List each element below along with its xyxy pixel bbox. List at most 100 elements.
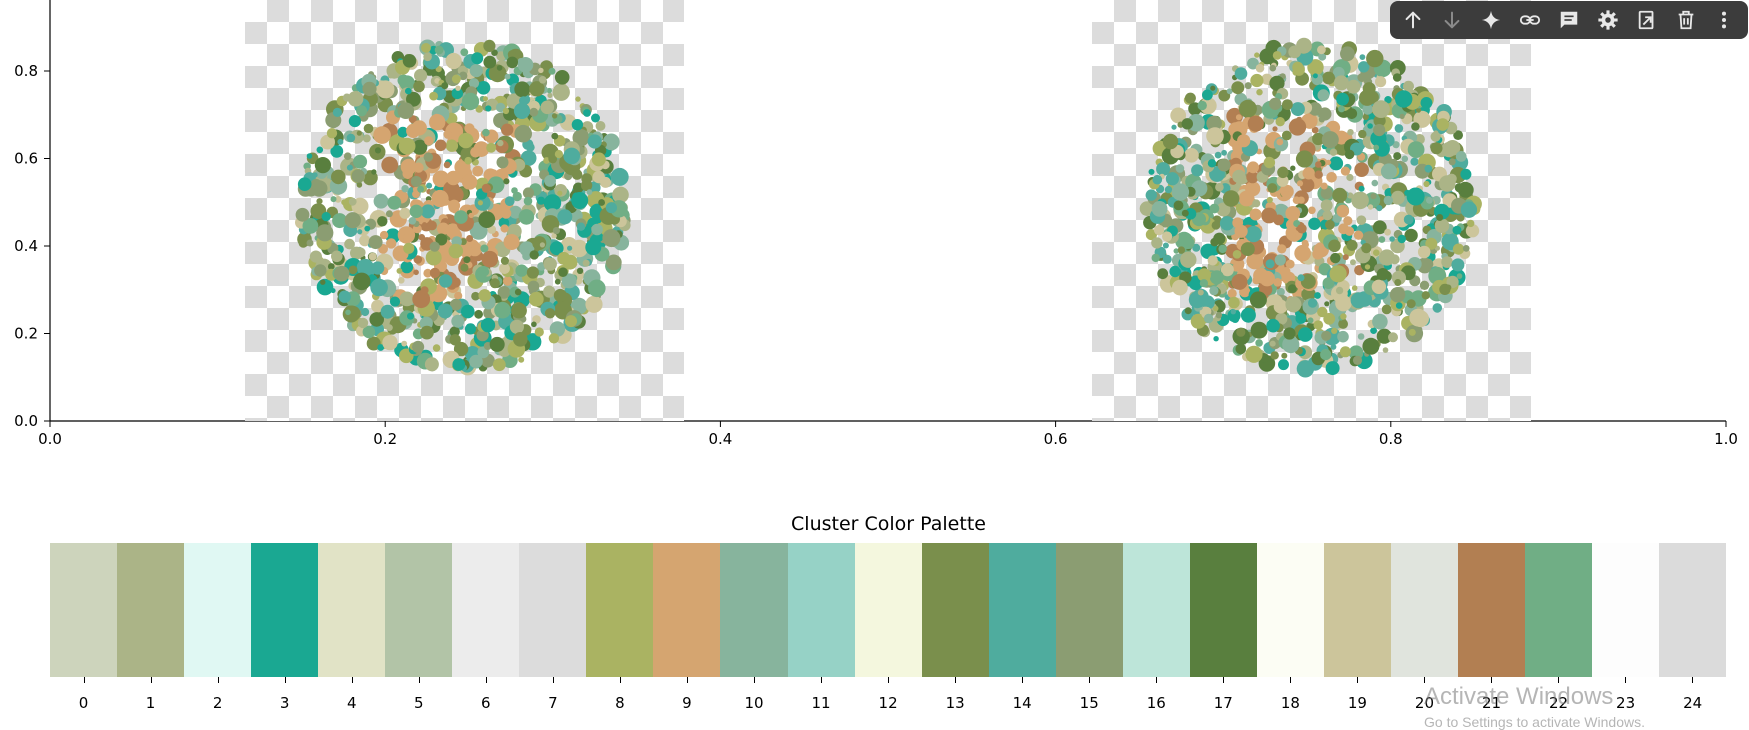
move-up-icon[interactable] (1396, 5, 1430, 35)
plate-dot (1336, 92, 1349, 106)
plate-dot (1265, 259, 1275, 269)
plate-dot (489, 336, 505, 352)
plate-dot (1247, 57, 1259, 70)
plate-dot (409, 204, 423, 218)
plate-dot (1206, 127, 1224, 145)
plate-dot (517, 57, 534, 73)
plate-dot (1356, 215, 1367, 225)
plate-dot (402, 233, 411, 242)
plate-dot (1436, 214, 1444, 221)
y-tick-label: 0.2 (14, 325, 38, 343)
plate-dot (1460, 201, 1478, 218)
plate-dot (529, 107, 539, 117)
plate-dot (398, 137, 416, 155)
plate-dot (1406, 299, 1416, 309)
plate-dot (1274, 254, 1286, 266)
link-icon[interactable] (1513, 5, 1547, 35)
mirror-cell-icon[interactable] (1630, 5, 1664, 35)
plate-dot (1389, 287, 1406, 303)
plate-dot (1354, 162, 1369, 177)
plate-dot (1191, 164, 1204, 177)
comment-icon[interactable] (1552, 5, 1586, 35)
plate-dot (527, 280, 540, 293)
plate-dot (1282, 99, 1293, 110)
plate-dot (406, 91, 421, 107)
delete-trash-icon[interactable] (1669, 5, 1703, 35)
plate-dot (500, 224, 509, 233)
plate-dot (1338, 223, 1349, 235)
plate-dot (443, 130, 453, 139)
plate-dot (1278, 359, 1289, 371)
plate-dot (1162, 254, 1172, 264)
plate-dot (438, 274, 453, 288)
plate-dot (1254, 52, 1260, 58)
plate-dot (366, 336, 381, 351)
plate-dot (421, 43, 431, 53)
plate-dot (451, 87, 463, 100)
plate-dot (543, 257, 557, 271)
plate-dot (1404, 228, 1418, 243)
plate-dot (348, 197, 357, 206)
plate-dot (1328, 239, 1341, 253)
plate-dot (425, 249, 442, 266)
plate-dot (1460, 168, 1472, 180)
plate-dot (1232, 263, 1240, 272)
plate-dot (1430, 131, 1441, 142)
move-down-icon[interactable] (1435, 5, 1469, 35)
palette-swatch-16 (1122, 543, 1190, 677)
plate-dot (464, 123, 475, 134)
plate-dot (591, 113, 600, 123)
plate-dot (1282, 190, 1292, 201)
plate-dot (449, 298, 462, 311)
plate-dot (460, 48, 469, 57)
palette-label: 14 (1012, 694, 1032, 712)
plate-dot (1375, 76, 1387, 88)
plate-dot (435, 233, 448, 246)
plate-dot (382, 334, 398, 351)
plate-dot (338, 290, 351, 303)
plate-dot (380, 304, 395, 319)
plate-dot (353, 154, 368, 169)
plate-dot (1202, 89, 1213, 101)
plate-dot (443, 161, 451, 169)
settings-gear-icon[interactable] (1591, 5, 1625, 35)
plate-dot (474, 309, 483, 319)
plate-dot (1181, 209, 1189, 217)
palette-swatch-10 (720, 543, 788, 677)
plate-dot (348, 265, 358, 275)
plate-dot (1314, 170, 1323, 179)
plate-dot (1359, 89, 1376, 106)
plate-dot (402, 54, 417, 68)
plate-dot (1406, 187, 1425, 206)
plate-dot (1192, 243, 1201, 252)
palette-swatch-5 (385, 543, 453, 677)
plate-dot (420, 286, 429, 295)
plate-dot (605, 254, 622, 271)
plate-dot (1451, 258, 1465, 272)
plate-dot (1197, 100, 1207, 111)
plate-dot (1162, 231, 1173, 242)
plate-dot (1358, 61, 1370, 73)
palette-tick-mark (888, 677, 889, 683)
plate-dot (454, 291, 463, 300)
plate-dot (1250, 321, 1268, 339)
plate-dot (1282, 336, 1300, 354)
plate-dot (1269, 75, 1285, 91)
gemini-sparkle-icon[interactable] (1474, 5, 1508, 35)
plate-dot (1276, 174, 1289, 187)
plate-dot (500, 208, 512, 219)
plate-dot (1332, 187, 1348, 203)
plate-dot (1151, 201, 1168, 217)
plate-dot (554, 278, 561, 285)
plate-dot (387, 72, 394, 79)
more-options-icon[interactable] (1707, 5, 1741, 35)
plate-dot (343, 152, 352, 160)
plate-dot (1317, 45, 1326, 55)
plate-dot (1298, 327, 1313, 342)
plate-dot (580, 179, 593, 192)
plate-dot (1436, 118, 1449, 131)
palette-swatch-17 (1189, 543, 1257, 677)
palette-swatch-4 (318, 543, 386, 677)
plate-dot (1234, 224, 1248, 238)
palette-label: 17 (1213, 694, 1233, 712)
